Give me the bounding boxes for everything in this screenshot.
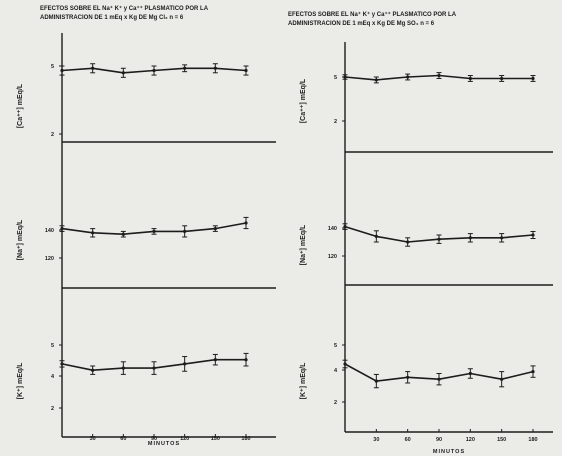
- x-tick-label: 150: [497, 437, 506, 443]
- data-point: [60, 362, 64, 366]
- data-point: [500, 236, 504, 240]
- data-point: [121, 71, 125, 75]
- y-tick-label: 2: [334, 400, 337, 406]
- x-tick-label: 180: [241, 436, 250, 442]
- y-tick-label: 4: [51, 374, 55, 380]
- data-point: [468, 371, 472, 376]
- data-point: [244, 68, 248, 73]
- data-point: [60, 68, 64, 73]
- x-tick-label: 90: [151, 436, 157, 442]
- y-tick-label: 2: [51, 406, 54, 412]
- data-point: [213, 66, 217, 70]
- data-point: [500, 377, 504, 381]
- y-tick-label: 140: [45, 228, 54, 234]
- data-point: [343, 362, 347, 366]
- x-tick-label: 180: [528, 437, 537, 443]
- y-tick-label: 120: [328, 254, 337, 260]
- data-point: [152, 68, 156, 73]
- y-tick-label: 120: [45, 256, 54, 262]
- data-point: [244, 221, 248, 225]
- y-axis-label: [K⁺] mEq/L: [300, 362, 307, 399]
- x-tick-label: 60: [405, 437, 411, 443]
- data-point: [531, 76, 535, 81]
- panel-1: 5 2 [Ca⁺⁺] mEq/L: [300, 72, 553, 153]
- y-tick-label: 2: [51, 132, 54, 138]
- data-point: [183, 362, 187, 366]
- x-tick-label: 150: [211, 436, 220, 442]
- data-point: [500, 76, 504, 81]
- panel-3: 5 4 2 [K⁺] mEq/L: [300, 343, 536, 406]
- y-tick-label: 5: [334, 75, 337, 81]
- panel-2: 140 120 [Na⁺] mEq/L: [17, 216, 276, 289]
- data-point: [152, 366, 156, 370]
- x-tick-label: 30: [373, 437, 379, 443]
- y-axis-label: [Na⁺] mEq/L: [17, 219, 24, 260]
- x-axis-label: MINUTOS: [433, 449, 465, 455]
- data-point: [91, 231, 95, 235]
- panel-3: 5 4 2 [K⁺] mEq/L: [17, 343, 249, 412]
- data-point: [183, 66, 187, 70]
- data-point: [468, 236, 472, 240]
- data-point: [437, 73, 441, 78]
- data-point: [213, 227, 217, 231]
- data-point: [60, 227, 64, 231]
- data-point: [468, 76, 472, 81]
- data-point: [91, 66, 95, 70]
- y-axis-label: [Ca⁺⁺] mEq/L: [17, 83, 24, 128]
- y-tick-label: 2: [334, 119, 337, 125]
- data-point: [343, 225, 347, 229]
- data-point: [531, 233, 535, 237]
- data-point: [121, 366, 125, 370]
- figure-1: EFECTOS SOBRE EL Na⁺ K⁺ y Ca⁺⁺ PLASMATIC…: [17, 5, 276, 447]
- chart-title-line-2: ADMINISTRACION DE 1 mEq x Kg DE Mg SO₄ n…: [288, 21, 435, 27]
- data-point: [213, 358, 217, 362]
- data-point: [343, 75, 347, 79]
- data-point: [437, 237, 441, 241]
- data-point: [531, 370, 535, 374]
- data-point: [406, 240, 410, 244]
- y-tick-label: 5: [51, 64, 54, 70]
- data-point: [406, 375, 410, 379]
- y-tick-label: 4: [334, 368, 338, 374]
- x-axis-label: MINUTOS: [148, 441, 180, 447]
- y-tick-label: 5: [334, 343, 337, 349]
- y-axis-label: [Na⁺] mEq/L: [300, 224, 307, 265]
- y-axis-label: [K⁺] mEq/L: [17, 362, 24, 399]
- data-point: [374, 234, 378, 238]
- data-point: [183, 229, 187, 233]
- x-tick-label: 60: [120, 436, 126, 442]
- y-axis-label: [Ca⁺⁺] mEq/L: [300, 78, 307, 123]
- chart-title-line-1: EFECTOS SOBRE EL Na⁺ K⁺ y Ca⁺⁺ PLASMATIC…: [40, 5, 209, 12]
- data-point: [152, 229, 156, 233]
- x-tick-label: 30: [90, 436, 96, 442]
- x-tick-label: 120: [180, 436, 189, 442]
- y-tick-label: 140: [328, 226, 337, 232]
- chart-title-line-1: EFECTOS SOBRE EL Na⁺ K⁺ y Ca⁺⁺ PLASMATIC…: [288, 11, 457, 18]
- data-point: [121, 232, 125, 236]
- y-tick-label: 5: [51, 343, 54, 349]
- figure-2: EFECTOS SOBRE EL Na⁺ K⁺ y Ca⁺⁺ PLASMATIC…: [288, 11, 553, 455]
- data-point: [437, 377, 441, 381]
- data-point: [374, 78, 378, 82]
- chart-title-line-2: ADMINISTRACION DE 1 mEq x Kg DE Mg Cl₂ n…: [40, 15, 184, 21]
- x-tick-label: 120: [466, 437, 475, 443]
- data-point: [244, 358, 248, 362]
- data-point: [374, 379, 378, 383]
- data-point: [91, 368, 95, 372]
- panel-2: 140 120 [Na⁺] mEq/L: [300, 223, 553, 286]
- data-point: [406, 75, 410, 79]
- x-tick-label: 90: [436, 437, 442, 443]
- panel-1: 5 2 [Ca⁺⁺] mEq/L: [17, 63, 276, 143]
